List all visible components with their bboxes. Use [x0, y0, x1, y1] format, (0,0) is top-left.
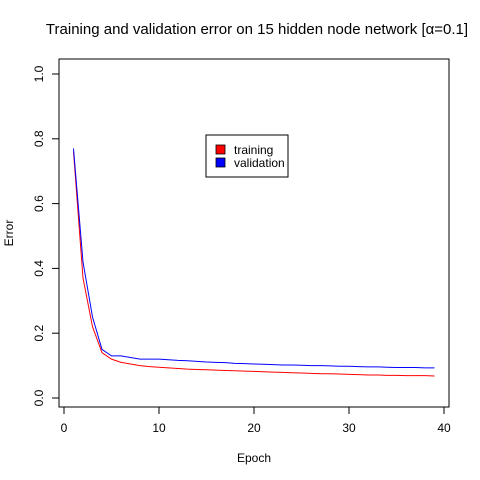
y-axis: 0.0 0.2 0.4 0.6 0.8 1.0 — [32, 65, 60, 406]
legend-label-validation: validation — [234, 156, 285, 170]
x-tick-label: 10 — [152, 421, 166, 435]
y-tick-label: 0.0 — [32, 389, 46, 406]
x-axis: 0 10 20 30 40 — [61, 406, 451, 435]
legend-box — [205, 134, 289, 178]
x-axis-label: Epoch — [237, 451, 271, 465]
series-layer — [73, 148, 435, 377]
legend-swatch-training — [215, 144, 226, 155]
y-tick-label: 0.8 — [32, 130, 46, 147]
x-tick-label: 0 — [61, 421, 68, 435]
legend-swatch-validation — [215, 157, 226, 168]
series-line-training — [73, 151, 435, 377]
y-tick-label: 0.2 — [32, 325, 46, 342]
chart-title: Training and validation error on 15 hidd… — [46, 21, 468, 38]
y-tick-label: 0.4 — [32, 260, 46, 277]
legend-label-training: training — [234, 143, 273, 157]
y-tick-label: 1.0 — [32, 65, 46, 82]
y-axis-label: Error — [2, 220, 16, 247]
x-tick-label: 40 — [437, 421, 451, 435]
plot-area-frame — [58, 58, 450, 408]
y-tick-label: 0.6 — [32, 195, 46, 212]
x-tick-label: 30 — [342, 421, 356, 435]
series-line-validation — [73, 148, 435, 369]
x-tick-label: 20 — [247, 421, 261, 435]
